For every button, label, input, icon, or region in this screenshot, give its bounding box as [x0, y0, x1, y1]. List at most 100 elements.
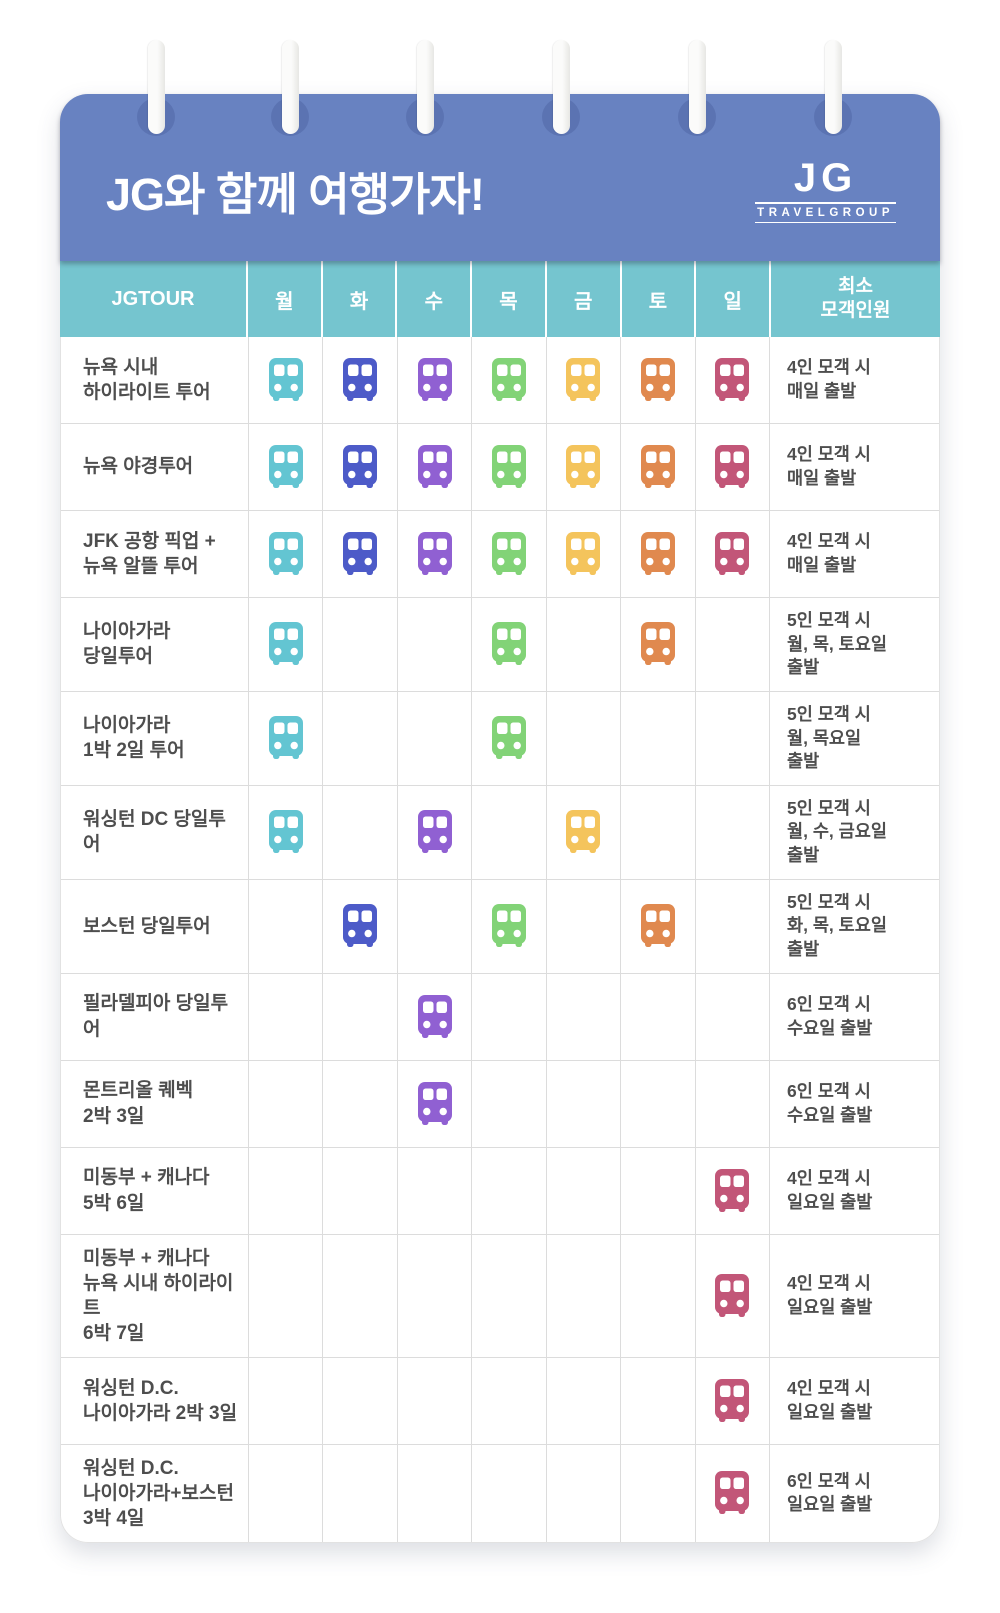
column-header-day: 목 — [472, 261, 547, 337]
day-cell — [547, 691, 622, 785]
table-row: 나이아가라 당일투어 5인 모객 시 월, 목, 토요일 출발 — [61, 598, 939, 692]
day-cell — [472, 424, 547, 510]
min-pax-cell: 6인 모객 시 수요일 출발 — [770, 974, 939, 1060]
day-cell — [249, 1444, 324, 1543]
day-cell — [621, 973, 696, 1060]
min-pax-note: 4인 모객 시 매일 출발 — [787, 444, 871, 488]
day-cell — [398, 973, 473, 1060]
day-cell — [696, 785, 770, 879]
day-cell — [398, 1357, 473, 1444]
day-cell — [249, 337, 324, 423]
day-cell — [323, 1060, 398, 1147]
day-cell — [398, 1147, 473, 1234]
tour-name-cell: 나이아가라 당일투어 — [61, 598, 249, 691]
min-pax-note: 4인 모객 시 일요일 출발 — [787, 1378, 873, 1422]
min-pax-note: 4인 모객 시 일요일 출발 — [787, 1167, 873, 1212]
day-cell — [398, 1060, 473, 1147]
bus-icon — [415, 994, 455, 1039]
column-header-day: 월 — [248, 261, 323, 337]
min-pax-note: 5인 모객 시 화, 목, 토요일 출발 — [787, 891, 887, 959]
binder-ring-icon — [147, 40, 165, 134]
tour-name: 미동부 + 캐나다 뉴욕 시내 하이라이트 6박 7일 — [83, 1247, 234, 1344]
day-cell — [547, 879, 622, 973]
day-cell — [323, 424, 398, 510]
card-header: JG와 함께 여행가자! JG TRAVELGROUP — [60, 94, 940, 261]
day-cell — [696, 511, 770, 597]
table-row: 몬트리올 퀘벡 2박 3일 6인 모객 시 수요일 출발 — [61, 1060, 939, 1148]
table-row: 미동부 + 캐나다 5박 6일 4인 모객 시 일요일 출발 — [61, 1147, 939, 1235]
table-row: 미동부 + 캐나다 뉴욕 시내 하이라이트 6박 7일 4인 모객 시 일요일 출… — [61, 1234, 939, 1358]
jg-travelgroup-logo: JG TRAVELGROUP — [755, 158, 896, 223]
day-cell — [249, 511, 324, 597]
table-row: JFK 공항 픽업 + 뉴욕 알뜰 투어 4인 모객 시 매일 출발 — [61, 511, 939, 598]
tour-name: 나이아가라 당일투어 — [83, 621, 171, 668]
bus-icon — [266, 716, 306, 760]
min-pax-note: 6인 모객 시 일요일 출발 — [787, 1470, 873, 1515]
day-cell — [621, 1444, 696, 1543]
tour-name: 필라델피아 당일투어 — [83, 993, 229, 1040]
day-cell — [323, 973, 398, 1060]
bus-icon — [489, 532, 529, 576]
bus-icon — [638, 445, 678, 489]
bus-icon — [489, 358, 529, 402]
bus-icon — [563, 810, 603, 854]
table-body: 뉴욕 시내 하이라이트 투어 4인 모객 시 매일 출발 뉴욕 야경투어 4인 모객 … — [60, 337, 940, 1544]
day-cell — [323, 1357, 398, 1444]
tour-name: 뉴욕 시내 하이라이트 투어 — [83, 356, 211, 403]
tour-name-cell: 몬트리올 퀘벡 2박 3일 — [61, 1060, 249, 1147]
day-cell — [398, 424, 473, 510]
bus-icon — [712, 358, 752, 402]
day-cell — [323, 598, 398, 691]
day-cell — [398, 691, 473, 785]
min-pax-cell: 4인 모객 시 매일 출발 — [770, 424, 939, 510]
day-cell — [472, 1147, 547, 1234]
day-cell — [249, 1147, 324, 1234]
binder-ring-icon — [824, 40, 842, 134]
day-cell — [696, 1234, 770, 1357]
bus-icon — [340, 532, 380, 576]
min-pax-cell: 4인 모객 시 일요일 출발 — [770, 1148, 939, 1234]
min-pax-cell: 4인 모객 시 매일 출발 — [770, 337, 939, 423]
day-cell — [323, 337, 398, 423]
day-cell — [472, 598, 547, 691]
tour-name-cell: 미동부 + 캐나다 뉴욕 시내 하이라이트 6박 7일 — [61, 1234, 249, 1357]
binder-ring-icon — [416, 40, 434, 134]
bus-icon — [415, 1081, 455, 1126]
day-cell — [621, 424, 696, 510]
min-pax-cell: 5인 모객 시 화, 목, 토요일 출발 — [770, 880, 939, 973]
day-cell — [398, 511, 473, 597]
bus-icon — [340, 358, 380, 402]
day-cell — [323, 879, 398, 973]
day-cell — [323, 785, 398, 879]
day-cell — [696, 879, 770, 973]
table-header-row: JGTOUR 월 화 수 목 금 토 일 최소 모객인원 — [60, 261, 940, 337]
table-row: 필라델피아 당일투어 6인 모객 시 수요일 출발 — [61, 973, 939, 1061]
day-cell — [621, 691, 696, 785]
tour-name-cell: 나이아가라 1박 2일 투어 — [61, 691, 249, 785]
bus-icon — [266, 622, 306, 666]
bus-icon — [489, 904, 529, 948]
min-pax-note: 4인 모객 시 매일 출발 — [787, 357, 871, 401]
min-pax-cell: 4인 모객 시 일요일 출발 — [770, 1235, 939, 1357]
day-cell — [249, 598, 324, 691]
bus-icon — [712, 445, 752, 489]
day-cell — [472, 1060, 547, 1147]
day-cell — [547, 1357, 622, 1444]
day-cell — [398, 785, 473, 879]
day-cell — [621, 1357, 696, 1444]
day-cell — [696, 424, 770, 510]
bus-icon — [266, 358, 306, 402]
bus-icon — [638, 622, 678, 666]
column-header-day: 토 — [622, 261, 697, 337]
min-pax-cell: 5인 모객 시 월, 수, 금요일 출발 — [770, 786, 939, 879]
column-header-day: 일 — [696, 261, 771, 337]
min-pax-cell: 4인 모객 시 일요일 출발 — [770, 1358, 939, 1444]
day-cell — [249, 1234, 324, 1357]
tour-name-cell: 보스턴 당일투어 — [61, 879, 249, 973]
column-header-day: 금 — [547, 261, 622, 337]
tour-name: 보스턴 당일투어 — [83, 915, 211, 937]
day-cell — [696, 1147, 770, 1234]
binder-ring-icon — [688, 40, 706, 134]
day-cell — [696, 1444, 770, 1543]
